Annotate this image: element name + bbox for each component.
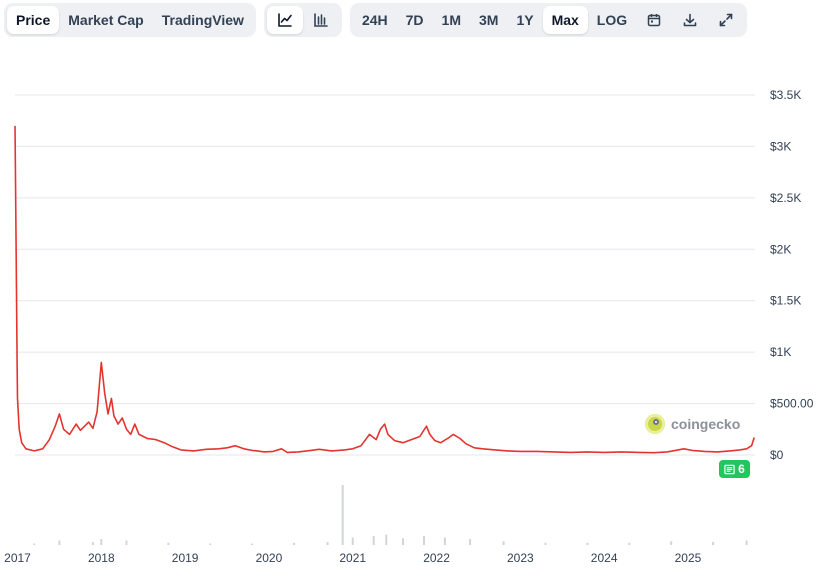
x-tick-label: 2025 bbox=[675, 551, 702, 565]
watermark-text: coingecko bbox=[671, 416, 741, 432]
y-tick-label: $2.5K bbox=[770, 191, 801, 205]
chart-toolbar: Price Market Cap TradingView 24H 7D 1M 3… bbox=[4, 3, 748, 37]
range-1m[interactable]: 1M bbox=[441, 12, 461, 28]
price-series bbox=[14, 125, 755, 454]
y-tick-label: $1K bbox=[770, 345, 791, 359]
x-axis: 2017 2018 2019 2020 2021 2022 2023 2024 2025 bbox=[4, 551, 701, 565]
volume-bar bbox=[167, 542, 170, 545]
volume-bars bbox=[33, 485, 748, 545]
y-tick-label: $3.5K bbox=[770, 88, 801, 102]
volume-bar bbox=[251, 543, 254, 545]
newspaper-icon bbox=[724, 464, 735, 474]
time-range-selector: 24H 7D 1M 3M 1Y Max LOG bbox=[349, 3, 748, 37]
x-tick-label: 2017 bbox=[4, 551, 31, 565]
x-tick-label: 2021 bbox=[339, 551, 366, 565]
volume-bar bbox=[443, 537, 446, 545]
y-axis: $0 $500.00 $1K $1.5K $2K $2.5K $3K $3.5K bbox=[770, 88, 814, 462]
volume-bar bbox=[372, 536, 375, 545]
y-tick-label: $2K bbox=[770, 242, 791, 256]
coingecko-watermark: coingecko bbox=[645, 414, 740, 434]
volume-bar bbox=[293, 542, 296, 545]
volume-bar bbox=[351, 537, 354, 545]
x-tick-label: 2024 bbox=[591, 551, 618, 565]
line-chart-icon bbox=[278, 13, 292, 27]
x-tick-label: 2019 bbox=[172, 551, 199, 565]
x-tick-label: 2020 bbox=[256, 551, 283, 565]
date-range-button[interactable] bbox=[636, 6, 672, 34]
log-scale-toggle[interactable]: LOG bbox=[596, 12, 628, 28]
fullscreen-button[interactable] bbox=[708, 6, 744, 34]
news-events-badge[interactable]: 6 bbox=[719, 460, 750, 478]
line-chart-button[interactable] bbox=[266, 6, 303, 34]
y-tick-label: $500.00 bbox=[770, 397, 814, 411]
volume-bar bbox=[712, 542, 715, 545]
volume-bar bbox=[670, 541, 673, 545]
tab-market-cap[interactable]: Market Cap bbox=[68, 12, 144, 28]
volume-bar bbox=[586, 542, 589, 545]
volume-bar bbox=[33, 543, 36, 545]
volume-bar bbox=[402, 538, 405, 545]
calendar-icon bbox=[647, 14, 661, 27]
x-tick-label: 2022 bbox=[423, 551, 450, 565]
y-tick-label: $3K bbox=[770, 139, 791, 153]
range-max[interactable]: Max bbox=[542, 6, 588, 34]
volume-bar bbox=[745, 540, 748, 545]
volume-bar bbox=[326, 542, 329, 545]
volume-bar bbox=[422, 536, 425, 545]
volume-bar bbox=[544, 542, 547, 545]
candlestick-chart-icon bbox=[314, 13, 328, 27]
news-count: 6 bbox=[738, 462, 745, 476]
range-1y[interactable]: 1Y bbox=[516, 12, 534, 28]
volume-bar bbox=[502, 541, 505, 545]
range-3m[interactable]: 3M bbox=[478, 12, 499, 28]
tab-price[interactable]: Price bbox=[7, 6, 60, 34]
range-24h[interactable]: 24H bbox=[361, 12, 388, 28]
price-line bbox=[14, 125, 755, 454]
x-tick-label: 2018 bbox=[88, 551, 115, 565]
y-tick-label: $1.5K bbox=[770, 294, 801, 308]
volume-bar bbox=[341, 485, 344, 545]
coingecko-logo-icon bbox=[645, 414, 665, 434]
x-tick-label: 2023 bbox=[507, 551, 534, 565]
volume-bar bbox=[91, 542, 94, 545]
candlestick-chart-button[interactable] bbox=[303, 6, 339, 34]
volume-bar bbox=[469, 539, 472, 545]
fullscreen-icon bbox=[719, 13, 733, 27]
volume-bar bbox=[125, 540, 128, 545]
data-type-tabs: Price Market Cap TradingView bbox=[4, 3, 256, 37]
chart-type-toggle bbox=[263, 3, 342, 37]
y-tick-label: $0 bbox=[770, 448, 784, 462]
volume-bar bbox=[100, 539, 103, 545]
volume-bar bbox=[628, 542, 631, 545]
download-icon bbox=[683, 13, 697, 27]
volume-bar bbox=[209, 543, 212, 545]
range-7d[interactable]: 7D bbox=[405, 12, 424, 28]
chart-gridlines bbox=[15, 94, 755, 456]
tab-tradingview[interactable]: TradingView bbox=[161, 12, 244, 28]
volume-bar bbox=[58, 540, 61, 545]
volume-bar bbox=[385, 534, 388, 545]
download-button[interactable] bbox=[672, 6, 708, 34]
